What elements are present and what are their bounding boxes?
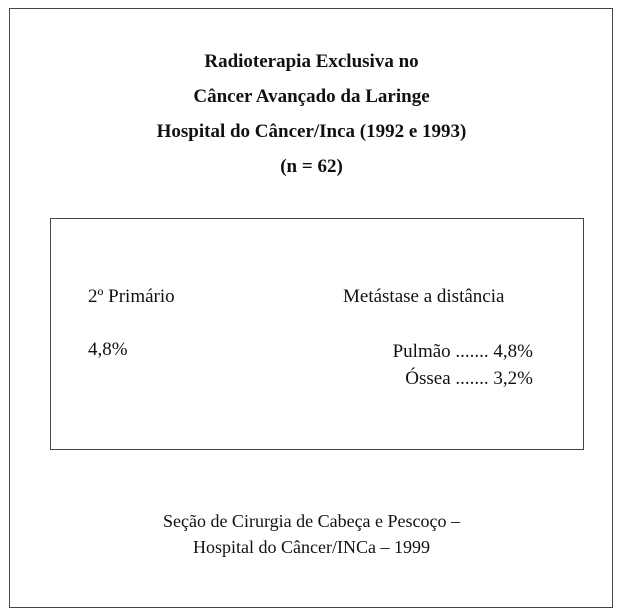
title-line: Câncer Avançado da Laringe <box>193 86 430 107</box>
title-line: Hospital do Câncer/Inca (1992 e 1993) <box>156 121 467 142</box>
title: Radioterapia Exclusiva no Câncer Avançad… <box>0 44 623 184</box>
footer: Seção de Cirurgia de Cabeça e Pescoço – … <box>0 508 623 560</box>
footer-line: Hospital do Câncer/INCa – 1999 <box>193 537 430 557</box>
right-items: Pulmão ....... 4,8% Óssea ....... 3,2% <box>393 338 533 392</box>
right-heading: Metástase a distância <box>343 286 505 307</box>
metastasis-item: Óssea ....... 3,2% <box>405 368 533 389</box>
metastasis-item: Pulmão ....... 4,8% <box>392 341 533 362</box>
left-value: 4,8% <box>88 339 128 360</box>
left-heading: 2º Primário <box>88 286 175 307</box>
title-line: Radioterapia Exclusiva no <box>204 51 419 72</box>
footer-line: Seção de Cirurgia de Cabeça e Pescoço – <box>162 511 461 531</box>
title-line: (n = 62) <box>280 156 343 177</box>
info-box: 2º Primário 4,8% Metástase a distância P… <box>50 218 584 450</box>
